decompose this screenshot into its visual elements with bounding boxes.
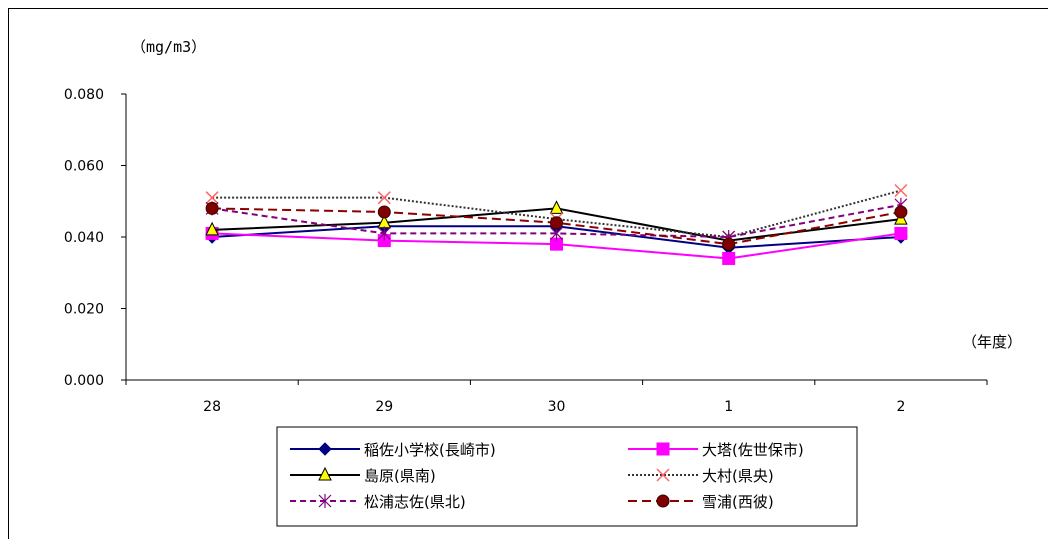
x-unit-label: （年度）	[962, 333, 1022, 351]
series-group	[205, 183, 908, 265]
y-unit-label: （mg/m3）	[131, 38, 206, 56]
legend-item: 島原(県南)	[290, 466, 436, 485]
legend-label: 大村(県央)	[702, 467, 774, 485]
x-tick-label: 2	[896, 399, 905, 415]
legend-label: 稲佐小学校(長崎市)	[364, 441, 496, 459]
legend-label: 島原(県南)	[364, 467, 436, 485]
data-point	[722, 237, 736, 251]
data-point	[377, 191, 391, 205]
legend-marker	[656, 442, 670, 456]
data-point	[377, 205, 391, 219]
data-point	[205, 191, 219, 205]
legend-label: 雪浦(西彼)	[702, 493, 774, 511]
x-tick-label: 28	[203, 399, 221, 415]
data-point	[894, 226, 908, 240]
legend-marker	[318, 494, 332, 508]
y-tick-label: 0.040	[64, 230, 104, 246]
data-point	[205, 221, 219, 236]
legend-label: 大塔(佐世保市)	[702, 441, 804, 459]
y-tick-label: 0.060	[64, 159, 104, 175]
data-point	[722, 251, 736, 265]
x-tick-label: 30	[548, 399, 566, 415]
y-tick-label: 0.080	[64, 87, 104, 103]
chart-frame	[8, 8, 1048, 539]
series-1	[205, 226, 908, 265]
legend-marker	[318, 442, 332, 456]
y-tick-label: 0.020	[64, 302, 104, 318]
legend: 稲佐小学校(長崎市) 大塔(佐世保市) 島原(県南) 大村(県央) 松浦志佐(県北) 雪浦…	[290, 441, 804, 511]
series-5	[205, 201, 908, 251]
x-ticks: 28 29 30 1 2	[125, 380, 988, 415]
x-tick-label: 29	[375, 399, 393, 415]
y-tick-label: 0.000	[64, 373, 104, 389]
legend-box	[276, 426, 858, 527]
legend-marker	[656, 468, 670, 482]
x-tick-label: 1	[724, 399, 733, 415]
data-point	[550, 216, 563, 230]
legend-marker	[318, 466, 332, 481]
data-point	[894, 183, 908, 198]
legend-item: 雪浦(西彼)	[628, 493, 774, 511]
data-point	[894, 205, 908, 219]
legend-marker	[656, 494, 670, 508]
legend-item: 稲佐小学校(長崎市)	[290, 441, 496, 459]
data-point	[549, 200, 564, 214]
legend-item: 大村(県央)	[628, 467, 774, 485]
legend-item: 大塔(佐世保市)	[628, 441, 804, 459]
legend-label: 松浦志佐(県北)	[364, 493, 466, 511]
y-ticks: 0.000 0.020 0.040 0.060 0.080	[64, 87, 126, 389]
legend-item: 松浦志佐(県北)	[290, 493, 466, 511]
data-point	[205, 201, 219, 215]
data-point	[377, 226, 391, 241]
